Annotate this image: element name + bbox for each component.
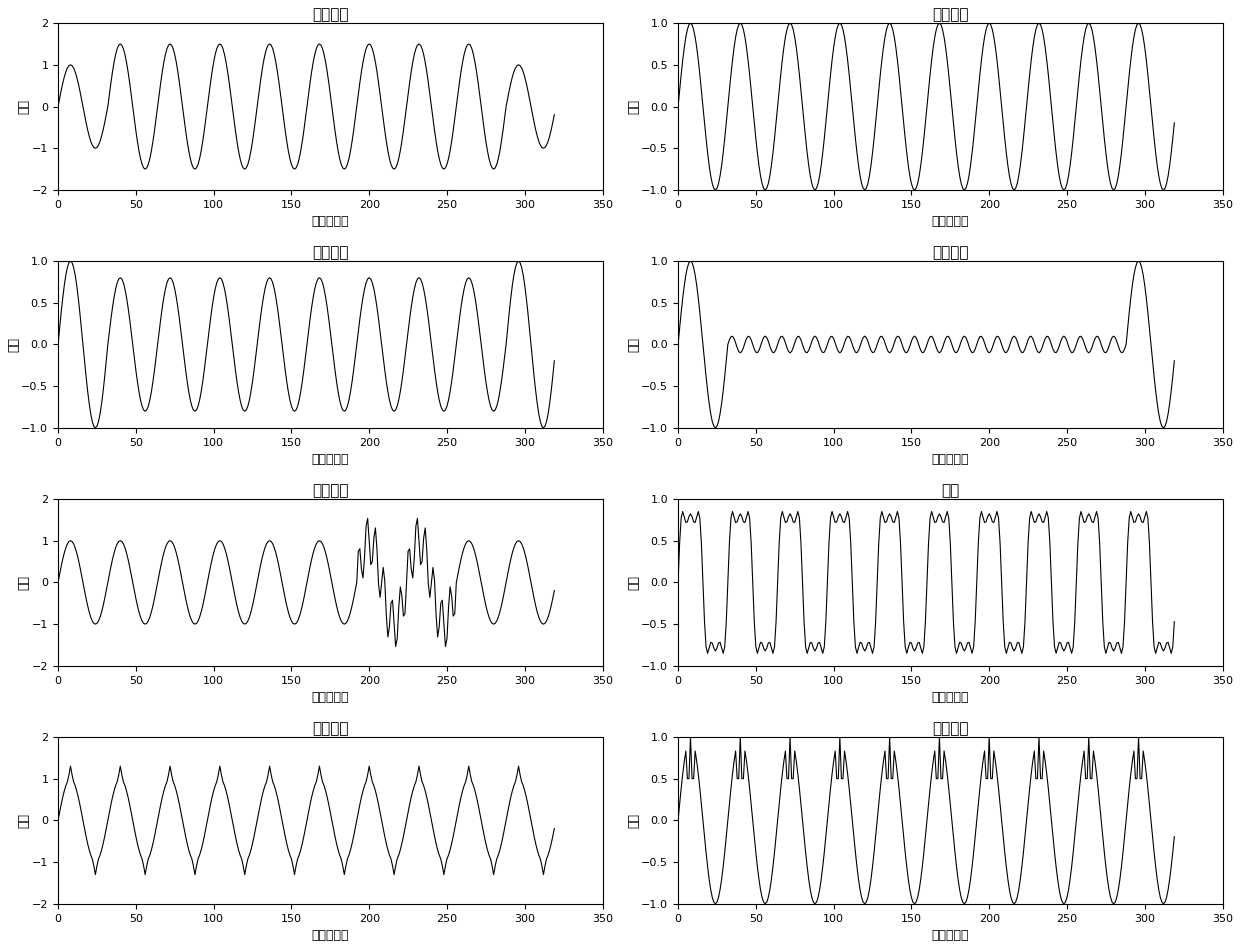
X-axis label: 采样序列点: 采样序列点 <box>311 929 348 942</box>
Y-axis label: 幅值: 幅值 <box>17 813 31 828</box>
Title: 电压中断: 电压中断 <box>932 245 968 260</box>
X-axis label: 采样序列点: 采样序列点 <box>931 215 968 228</box>
Y-axis label: 幅值: 幅值 <box>17 99 31 114</box>
Y-axis label: 幅值: 幅值 <box>7 337 20 352</box>
X-axis label: 采样序列点: 采样序列点 <box>931 454 968 466</box>
Y-axis label: 幅值: 幅值 <box>17 575 31 590</box>
Y-axis label: 幅值: 幅值 <box>627 99 640 114</box>
X-axis label: 采样序列点: 采样序列点 <box>311 691 348 704</box>
Y-axis label: 幅值: 幅值 <box>627 575 640 590</box>
Title: 电压振荡: 电压振荡 <box>312 483 348 498</box>
Title: 电压暂升: 电压暂升 <box>312 7 348 22</box>
Title: 电压缺口: 电压缺口 <box>932 721 968 735</box>
X-axis label: 采样序列点: 采样序列点 <box>311 454 348 466</box>
Y-axis label: 幅值: 幅值 <box>627 813 640 828</box>
Title: 电压正常: 电压正常 <box>932 7 968 22</box>
X-axis label: 采样序列点: 采样序列点 <box>931 929 968 942</box>
Y-axis label: 幅值: 幅值 <box>627 337 640 352</box>
Title: 电压暂降: 电压暂降 <box>312 245 348 260</box>
Title: 电压尖峰: 电压尖峰 <box>312 721 348 735</box>
Title: 谐波: 谐波 <box>941 483 960 498</box>
X-axis label: 采样序列点: 采样序列点 <box>311 215 348 228</box>
X-axis label: 采样序列点: 采样序列点 <box>931 691 968 704</box>
